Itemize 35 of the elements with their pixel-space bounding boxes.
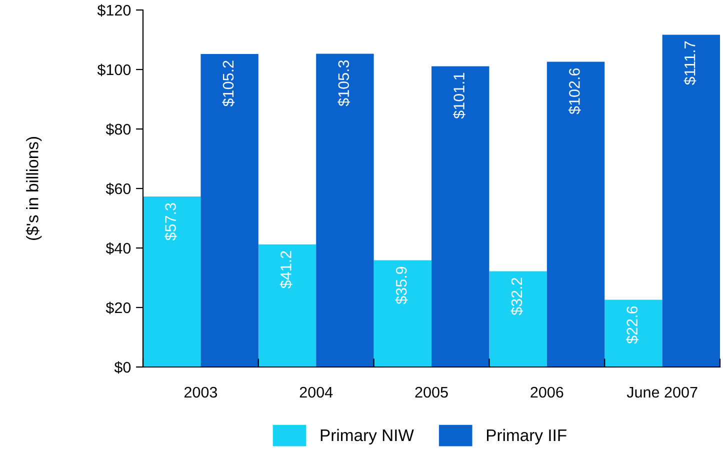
data-label: $105.2 — [222, 60, 235, 107]
data-label: $32.2 — [510, 278, 524, 316]
bar — [200, 54, 258, 367]
bar — [489, 271, 547, 367]
legend-label: Primary IIF — [486, 428, 566, 444]
legend-label: Primary NIW — [320, 428, 414, 444]
bar — [316, 54, 374, 367]
y-tick-label: $0 — [114, 361, 131, 374]
data-label: $111.7 — [684, 41, 696, 85]
data-label: $57.3 — [164, 203, 177, 241]
x-tick-label: June 2007 — [626, 386, 698, 398]
data-label: $101.1 — [452, 72, 466, 119]
bar — [662, 34, 720, 367]
y-tick-label: $100 — [97, 64, 131, 76]
bar — [604, 300, 662, 367]
x-tick-label: 2006 — [530, 386, 564, 398]
bar — [546, 62, 605, 367]
y-axis-title: ($'s in billions) — [26, 136, 42, 240]
x-tick-label: 2004 — [300, 386, 333, 398]
bar — [143, 196, 201, 367]
x-tick-label: 2005 — [415, 386, 448, 398]
y-tick-label: $60 — [106, 182, 131, 196]
data-label: $105.3 — [338, 60, 350, 106]
data-label: $22.6 — [626, 306, 638, 344]
x-tick-label: 2003 — [184, 386, 218, 398]
data-label: $102.6 — [568, 68, 581, 114]
y-tick-label: $20 — [106, 302, 131, 314]
data-label: $41.2 — [280, 251, 292, 288]
y-tick-label: $80 — [106, 123, 131, 136]
bar — [432, 66, 490, 367]
y-tick-label: $120 — [97, 4, 131, 17]
bar — [258, 244, 316, 367]
y-tick-label: $40 — [106, 242, 131, 255]
bar — [374, 260, 432, 367]
data-label: $35.9 — [395, 266, 408, 304]
